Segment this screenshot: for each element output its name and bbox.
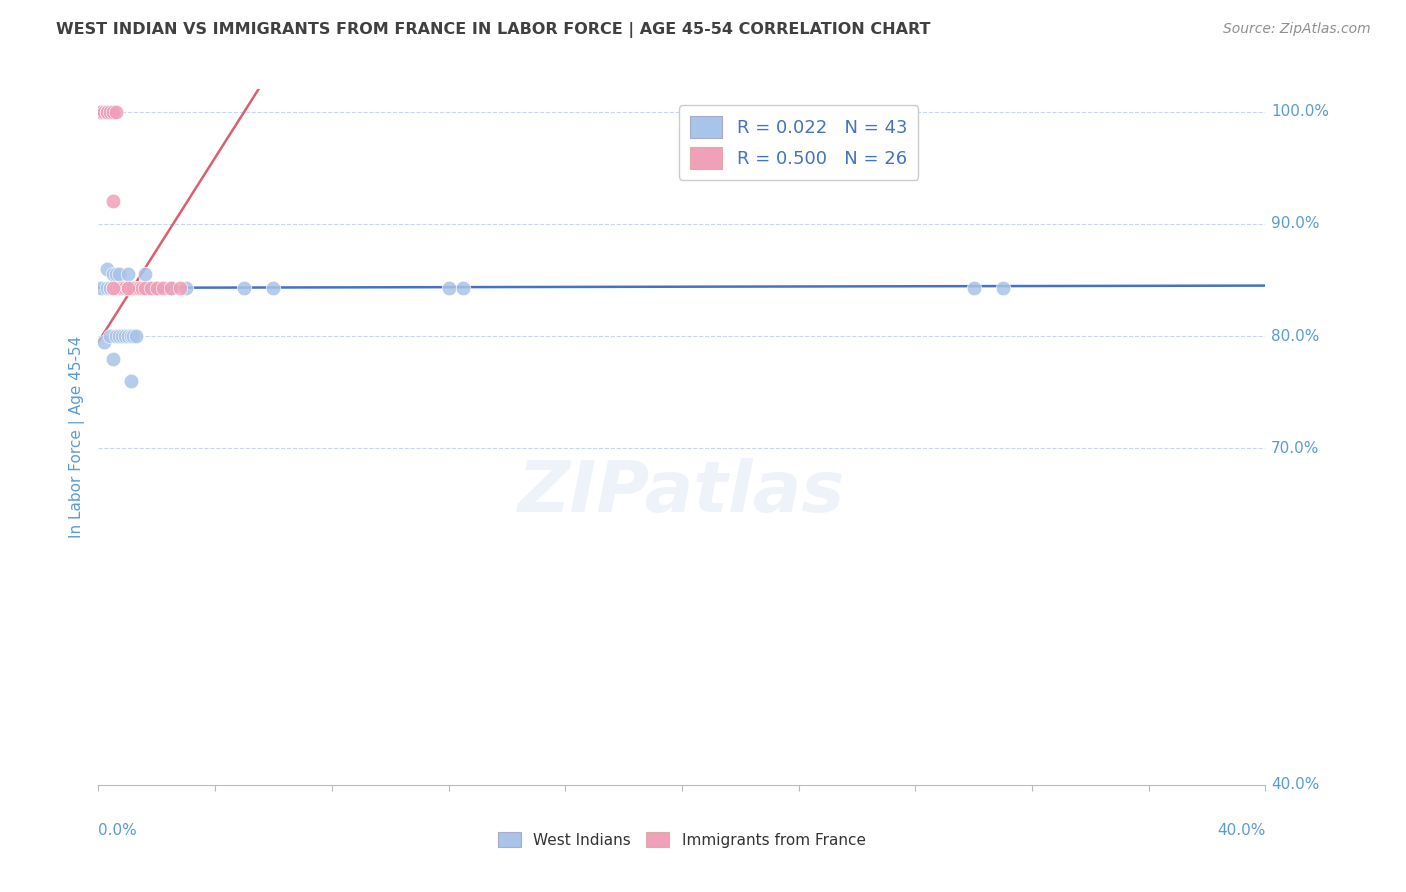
Point	[962, 281, 984, 295]
Point	[117, 281, 139, 295]
Point	[142, 281, 165, 295]
Point	[96, 104, 118, 119]
Legend: West Indians, Immigrants from France: West Indians, Immigrants from France	[492, 826, 872, 854]
Point	[93, 334, 115, 349]
Point	[101, 281, 124, 295]
Point	[101, 281, 124, 295]
Point	[108, 281, 131, 295]
Point	[98, 104, 121, 119]
Text: Source: ZipAtlas.com: Source: ZipAtlas.com	[1223, 22, 1371, 37]
Point	[991, 281, 1014, 295]
Point	[98, 281, 121, 295]
Point	[125, 329, 148, 343]
Point	[104, 281, 127, 295]
Text: 40.0%: 40.0%	[1218, 823, 1265, 838]
Point	[101, 268, 124, 282]
Point	[262, 281, 284, 295]
Point	[146, 281, 169, 295]
Text: 40.0%: 40.0%	[1271, 778, 1320, 792]
Point	[117, 268, 139, 282]
Point	[101, 104, 124, 119]
Point	[136, 281, 159, 295]
Point	[104, 268, 127, 282]
Y-axis label: In Labor Force | Age 45-54: In Labor Force | Age 45-54	[69, 336, 84, 538]
Point	[101, 351, 124, 366]
Point	[96, 261, 118, 276]
Point	[233, 281, 256, 295]
Text: 90.0%: 90.0%	[1271, 217, 1320, 231]
Point	[117, 281, 139, 295]
Point	[122, 281, 145, 295]
Point	[104, 104, 127, 119]
Text: 80.0%: 80.0%	[1271, 328, 1320, 343]
Point	[101, 194, 124, 209]
Point	[437, 281, 460, 295]
Point	[160, 281, 183, 295]
Point	[117, 329, 139, 343]
Point	[160, 281, 183, 295]
Point	[104, 281, 127, 295]
Text: 100.0%: 100.0%	[1271, 104, 1329, 120]
Point	[96, 104, 118, 119]
Point	[139, 281, 162, 295]
Point	[96, 281, 118, 295]
Point	[131, 281, 153, 295]
Point	[108, 329, 131, 343]
Point	[104, 329, 127, 343]
Point	[120, 281, 142, 295]
Point	[120, 329, 142, 343]
Text: ZIPatlas: ZIPatlas	[519, 458, 845, 527]
Point	[146, 281, 169, 295]
Point	[169, 281, 191, 295]
Point	[128, 281, 150, 295]
Text: 0.0%: 0.0%	[98, 823, 138, 838]
Point	[90, 104, 112, 119]
Text: 70.0%: 70.0%	[1271, 441, 1320, 456]
Point	[174, 281, 197, 295]
Point	[122, 281, 145, 295]
Point	[114, 281, 136, 295]
Point	[108, 268, 131, 282]
Point	[98, 329, 121, 343]
Point	[108, 281, 131, 295]
Point	[120, 374, 142, 388]
Point	[93, 104, 115, 119]
Point	[122, 329, 145, 343]
Point	[125, 281, 148, 295]
Point	[90, 281, 112, 295]
Point	[134, 281, 156, 295]
Point	[111, 281, 134, 295]
Point	[111, 329, 134, 343]
Point	[90, 104, 112, 119]
Point	[111, 281, 134, 295]
Point	[451, 281, 474, 295]
Point	[117, 281, 139, 295]
Point	[134, 268, 156, 282]
Point	[131, 281, 153, 295]
Point	[139, 281, 162, 295]
Point	[98, 281, 121, 295]
Point	[114, 329, 136, 343]
Point	[152, 281, 174, 295]
Point	[114, 281, 136, 295]
Text: WEST INDIAN VS IMMIGRANTS FROM FRANCE IN LABOR FORCE | AGE 45-54 CORRELATION CHA: WEST INDIAN VS IMMIGRANTS FROM FRANCE IN…	[56, 22, 931, 38]
